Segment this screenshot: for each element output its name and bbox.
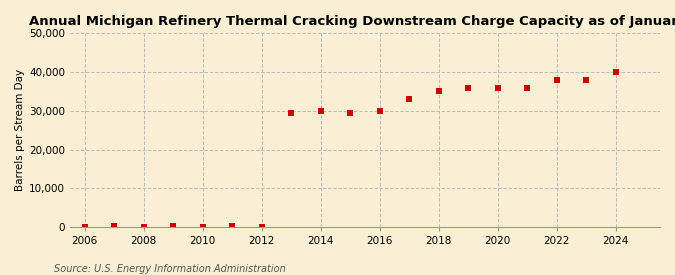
Y-axis label: Barrels per Stream Day: Barrels per Stream Day (15, 69, 25, 191)
Text: Source: U.S. Energy Information Administration: Source: U.S. Energy Information Administ… (54, 264, 286, 274)
Title: Annual Michigan Refinery Thermal Cracking Downstream Charge Capacity as of Janua: Annual Michigan Refinery Thermal Crackin… (30, 15, 675, 28)
